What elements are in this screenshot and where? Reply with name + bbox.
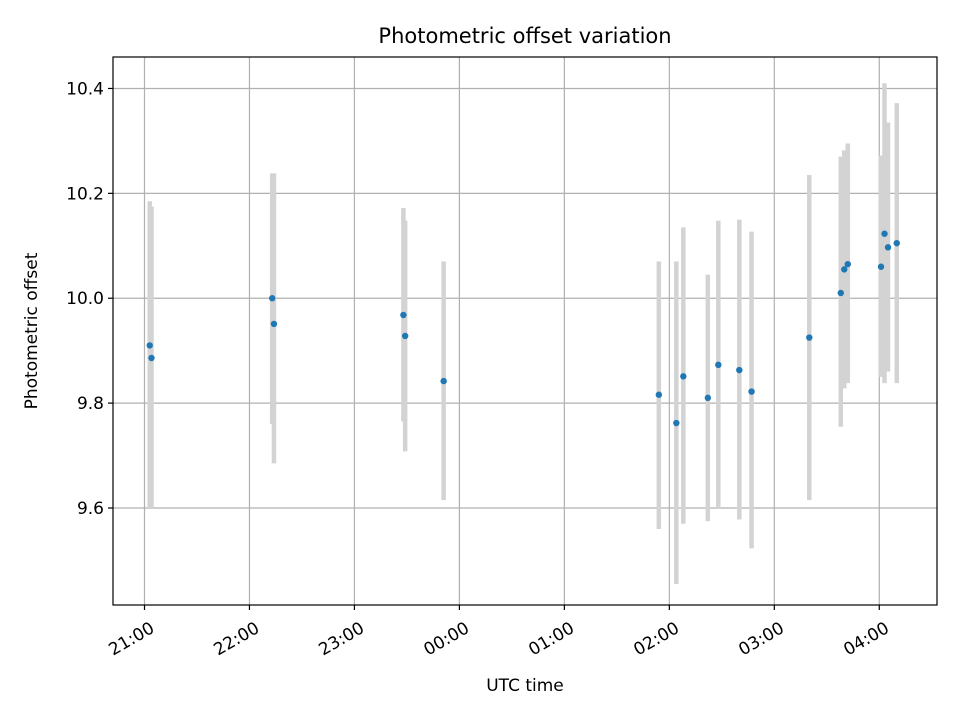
data-point bbox=[401, 332, 409, 340]
data-point bbox=[400, 311, 407, 319]
data-point bbox=[269, 295, 276, 302]
data-point bbox=[704, 394, 712, 402]
data-point bbox=[837, 289, 844, 297]
data-points bbox=[146, 230, 900, 427]
y-axis-title: Photometric offset bbox=[22, 252, 42, 409]
data-point bbox=[680, 373, 687, 380]
y-tick-label: 10.0 bbox=[66, 289, 104, 309]
grid bbox=[113, 57, 937, 605]
data-point bbox=[893, 239, 900, 247]
data-point bbox=[270, 320, 278, 328]
y-axis: 9.6 9.8 10.0 10.2 10.4 bbox=[66, 79, 113, 519]
data-point bbox=[748, 388, 755, 395]
y-tick-label: 10.4 bbox=[66, 79, 104, 99]
data-point bbox=[148, 354, 155, 362]
data-point bbox=[806, 334, 813, 341]
data-point bbox=[673, 419, 680, 427]
data-point bbox=[884, 244, 892, 251]
x-axis-title: UTC time bbox=[486, 676, 564, 696]
y-tick-label: 9.8 bbox=[77, 394, 104, 414]
data-point bbox=[655, 391, 663, 398]
data-point bbox=[440, 377, 447, 385]
y-tick-label: 9.6 bbox=[77, 499, 104, 519]
data-point bbox=[146, 342, 153, 349]
data-point bbox=[736, 366, 743, 374]
data-point bbox=[715, 361, 722, 369]
data-point bbox=[844, 260, 851, 268]
data-point bbox=[877, 263, 885, 270]
y-tick-label: 10.2 bbox=[66, 184, 104, 204]
data-point bbox=[841, 266, 848, 273]
data-point bbox=[881, 230, 888, 237]
plot-frame bbox=[112, 56, 938, 606]
chart-title: Photometric offset variation bbox=[378, 24, 671, 48]
